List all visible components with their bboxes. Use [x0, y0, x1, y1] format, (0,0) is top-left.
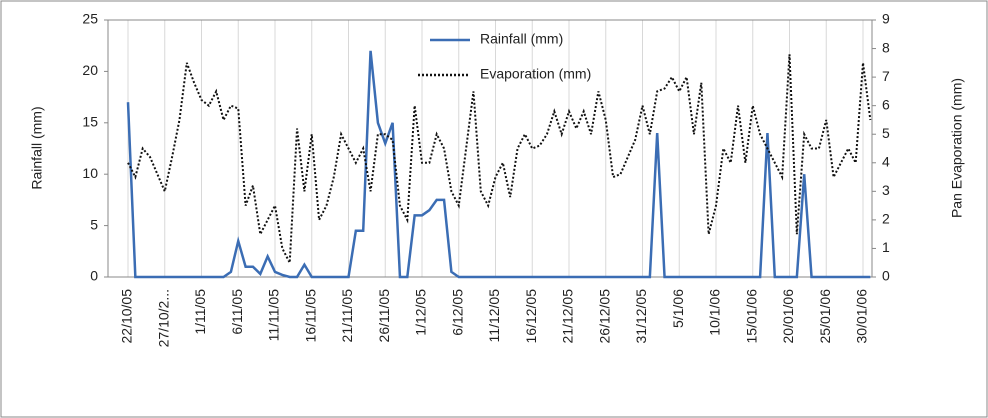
x-tick-label: 11/11/05: [266, 289, 282, 342]
x-tick-label: 31/12/05: [633, 289, 649, 344]
x-tick-label: 5/1/06: [670, 289, 686, 328]
x-tick-label: 20/01/06: [780, 289, 796, 344]
y-tick-label: 25: [82, 11, 98, 27]
x-tick-label: 21/12/05: [560, 289, 576, 344]
x-tick-label: 26/12/05: [596, 289, 612, 344]
y2-tick-label: 3: [882, 182, 890, 198]
x-tick-label: 27/10/2...: [155, 289, 171, 347]
y2-axis-title: Pan Evaporation (mm): [949, 78, 965, 218]
y-tick-label: 10: [82, 165, 98, 181]
x-tick-label: 1/11/05: [192, 289, 208, 335]
y-tick-label: 5: [90, 216, 98, 232]
line-series: [126, 50, 871, 279]
y2-tick-label: 9: [882, 11, 890, 27]
x-tick-label: 6/12/05: [449, 289, 465, 336]
y2-tick-label: 5: [882, 125, 890, 141]
x-tick-label: 10/1/06: [707, 289, 723, 336]
y2-tick-label: 0: [882, 268, 890, 284]
y-axis-title: Rainfall (mm): [29, 106, 45, 189]
x-tick-label: 15/01/06: [743, 289, 759, 344]
y2-tick-label: 7: [882, 68, 890, 84]
legend-label: Rainfall (mm): [480, 31, 563, 47]
x-tick-label: 1/12/05: [413, 289, 429, 336]
y2-tick-label: 6: [882, 96, 890, 112]
legend-label: Evaporation (mm): [480, 66, 591, 82]
y2-tick-label: 4: [882, 153, 890, 169]
y-tick-label: 0: [90, 268, 98, 284]
x-tick-label: 16/11/05: [302, 289, 318, 343]
y-tick-label: 20: [82, 62, 98, 78]
x-tick-label: 21/11/05: [339, 289, 355, 343]
x-tick-label: 26/11/05: [376, 289, 392, 343]
y-tick-label: 15: [82, 114, 98, 130]
x-tick-label: 11/12/05: [486, 289, 502, 343]
y2-tick-label: 1: [882, 239, 890, 255]
x-tick-label: 16/12/05: [523, 289, 539, 344]
x-tick-label: 30/01/06: [854, 289, 870, 344]
x-tick-label: 22/10/05: [119, 289, 135, 344]
y2-tick-label: 2: [882, 211, 890, 227]
x-tick-label: 25/01/06: [817, 289, 833, 344]
x-tick-label: 6/11/05: [229, 289, 245, 335]
y2-tick-label: 8: [882, 39, 890, 55]
